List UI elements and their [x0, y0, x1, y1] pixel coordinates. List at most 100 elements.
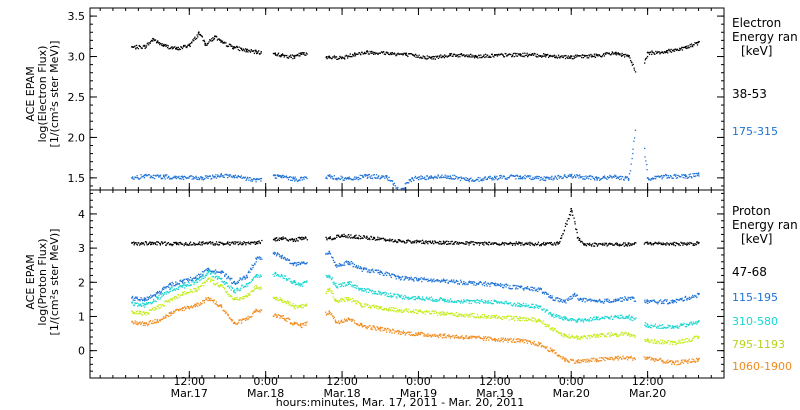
proton-data-point	[353, 263, 355, 266]
electron-data-point	[651, 50, 653, 52]
proton-data-point	[510, 315, 512, 317]
electron-data-point	[428, 176, 431, 178]
electron-data-point	[290, 179, 292, 181]
proton-data-point	[231, 282, 233, 284]
proton-data-point	[161, 305, 163, 307]
proton-data-point	[483, 242, 485, 244]
electron-data-point	[138, 45, 141, 47]
electron-data-point	[205, 44, 207, 46]
proton-data-point	[250, 241, 252, 243]
electron-data-point	[195, 177, 197, 179]
proton-data-point	[203, 243, 205, 245]
electron-data-point	[452, 174, 454, 177]
proton-data-point	[382, 274, 384, 276]
electron-data-point	[558, 56, 560, 58]
proton-data-point	[257, 276, 259, 278]
proton-data-point	[470, 281, 472, 283]
proton-data-point	[441, 280, 443, 282]
electron-data-point	[207, 175, 209, 177]
proton-data-point	[486, 285, 488, 287]
electron-ylabel-line2: log(Electron Flux)	[36, 46, 49, 143]
electron-data-point	[531, 53, 533, 55]
proton-data-point	[661, 301, 663, 303]
proton-data-point	[387, 293, 390, 295]
electron-data-point	[189, 44, 191, 47]
proton-data-point	[546, 293, 548, 295]
electron-data-point	[671, 177, 673, 179]
proton-data-point	[671, 301, 673, 304]
proton-data-point	[238, 279, 240, 281]
proton-data-point	[348, 282, 350, 284]
electron-data-point	[623, 179, 625, 181]
electron-data-point	[163, 44, 165, 46]
proton-data-point	[544, 325, 547, 327]
proton-data-point	[194, 290, 196, 293]
proton-data-point	[237, 280, 239, 283]
proton-data-point	[427, 298, 429, 300]
proton-data-point	[286, 278, 288, 280]
proton-data-point	[593, 316, 595, 318]
electron-data-point	[347, 177, 349, 179]
proton-data-point	[448, 243, 451, 245]
proton-data-point	[524, 243, 526, 246]
proton-data-point	[630, 296, 632, 298]
electron-data-point	[503, 56, 505, 58]
electron-ytick-label: 2.0	[68, 131, 86, 144]
proton-data-point	[217, 271, 219, 273]
proton-data-point	[161, 295, 163, 297]
proton-data-point	[686, 244, 688, 246]
proton-data-point	[643, 243, 645, 245]
proton-data-point	[597, 244, 599, 246]
proton-data-point	[650, 324, 652, 326]
proton-data-point	[215, 243, 217, 245]
proton-data-point	[484, 300, 486, 302]
proton-data-point	[689, 298, 691, 300]
proton-data-point	[504, 283, 506, 286]
proton-data-point	[256, 258, 258, 260]
electron-data-point	[650, 179, 652, 181]
electron-data-point	[681, 46, 683, 48]
electron-data-point	[243, 48, 245, 51]
electron-data-point	[481, 56, 483, 59]
proton-data-point	[332, 282, 334, 284]
proton-ytick-label: 0	[78, 345, 85, 358]
electron-data-point	[343, 179, 345, 181]
proton-data-point	[394, 310, 396, 312]
electron-data-point	[679, 49, 681, 51]
electron-data-point	[683, 46, 686, 48]
proton-data-point	[599, 333, 601, 335]
proton-data-point	[410, 276, 412, 278]
proton-data-point	[218, 276, 220, 278]
proton-data-point	[162, 294, 165, 297]
proton-data-point	[302, 306, 304, 309]
electron-data-point	[491, 179, 493, 181]
electron-data-point	[684, 47, 687, 49]
electron-data-point	[452, 55, 454, 57]
proton-data-point	[356, 300, 358, 302]
proton-data-point	[237, 281, 239, 284]
proton-data-point	[571, 211, 573, 213]
proton-data-point	[466, 314, 469, 316]
proton-data-point	[348, 262, 350, 264]
proton-data-point	[440, 313, 443, 315]
proton-data-point	[477, 302, 479, 304]
proton-data-point	[451, 312, 454, 314]
electron-data-point	[583, 54, 586, 57]
proton-data-point	[493, 283, 495, 285]
proton-data-point	[233, 280, 235, 283]
proton-data-point	[657, 303, 659, 305]
electron-data-point	[674, 175, 677, 177]
proton-data-point	[203, 271, 205, 273]
proton-data-point	[363, 235, 365, 237]
electron-data-point	[436, 177, 438, 179]
electron-data-point	[533, 178, 535, 180]
proton-data-point	[614, 333, 616, 335]
proton-data-point	[295, 305, 297, 307]
electron-data-point	[207, 177, 209, 179]
electron-data-point	[222, 174, 224, 177]
proton-data-point	[654, 242, 656, 245]
proton-data-point	[536, 320, 538, 323]
proton-ytick-label: 2	[78, 276, 85, 289]
proton-data-point	[576, 319, 579, 321]
proton-data-point	[140, 242, 142, 245]
